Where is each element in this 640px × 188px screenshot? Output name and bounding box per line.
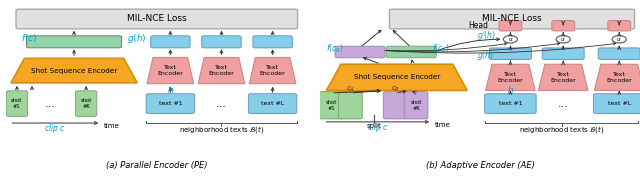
Polygon shape bbox=[198, 58, 244, 84]
Circle shape bbox=[612, 36, 626, 43]
Text: Text
Encoder: Text Encoder bbox=[550, 72, 576, 83]
Text: $g'(h)$: $g'(h)$ bbox=[477, 29, 496, 42]
Text: Text
Encoder: Text Encoder bbox=[260, 65, 285, 76]
FancyBboxPatch shape bbox=[339, 92, 362, 119]
Text: Shot Sequence Encoder: Shot Sequence Encoder bbox=[31, 68, 117, 74]
FancyBboxPatch shape bbox=[598, 48, 640, 59]
FancyBboxPatch shape bbox=[383, 92, 407, 119]
Text: time: time bbox=[104, 124, 120, 129]
Text: $c_A$: $c_A$ bbox=[346, 85, 355, 94]
FancyBboxPatch shape bbox=[404, 92, 428, 119]
FancyBboxPatch shape bbox=[387, 46, 436, 58]
Text: Shot Sequence Encoder: Shot Sequence Encoder bbox=[354, 74, 440, 80]
Polygon shape bbox=[538, 64, 588, 90]
Text: ...: ... bbox=[558, 99, 568, 109]
Text: $c_B$: $c_B$ bbox=[391, 85, 399, 94]
Text: text #1: text #1 bbox=[159, 101, 182, 106]
Text: shot
#K: shot #K bbox=[81, 98, 92, 109]
Polygon shape bbox=[147, 58, 194, 84]
Text: $\alpha$: $\alpha$ bbox=[616, 36, 622, 43]
Text: split: split bbox=[366, 123, 381, 129]
Text: (a) Parallel Encoder (PE): (a) Parallel Encoder (PE) bbox=[106, 161, 207, 170]
FancyBboxPatch shape bbox=[490, 48, 531, 59]
Text: time: time bbox=[435, 122, 451, 128]
Text: Text
Encoder: Text Encoder bbox=[497, 72, 524, 83]
FancyBboxPatch shape bbox=[248, 94, 297, 113]
Polygon shape bbox=[326, 64, 467, 90]
FancyBboxPatch shape bbox=[16, 9, 298, 29]
FancyBboxPatch shape bbox=[335, 46, 385, 58]
Text: $f(c_B)$: $f(c_B)$ bbox=[326, 42, 344, 55]
Text: $\alpha$: $\alpha$ bbox=[561, 36, 566, 43]
Text: Text
Encoder: Text Encoder bbox=[209, 65, 234, 76]
FancyBboxPatch shape bbox=[202, 36, 241, 48]
Text: neighborhood texts $\mathcal{B}(t)$: neighborhood texts $\mathcal{B}(t)$ bbox=[519, 124, 604, 135]
Text: $f(c_A)$: $f(c_A)$ bbox=[432, 42, 450, 55]
Text: text #1: text #1 bbox=[499, 101, 522, 106]
FancyBboxPatch shape bbox=[552, 21, 575, 31]
Text: MIL-NCE Loss: MIL-NCE Loss bbox=[482, 14, 542, 24]
FancyBboxPatch shape bbox=[593, 94, 640, 113]
FancyBboxPatch shape bbox=[253, 36, 292, 48]
Text: Text
Encoder: Text Encoder bbox=[606, 72, 632, 83]
Text: Text
Encoder: Text Encoder bbox=[157, 65, 183, 76]
Text: Head: Head bbox=[468, 21, 488, 30]
FancyBboxPatch shape bbox=[150, 36, 190, 48]
Polygon shape bbox=[250, 58, 296, 84]
Text: neighborhood texts $\mathcal{B}(t)$: neighborhood texts $\mathcal{B}(t)$ bbox=[179, 124, 264, 135]
Text: $g(h)$: $g(h)$ bbox=[477, 49, 494, 62]
Text: $g(h)$: $g(h)$ bbox=[127, 32, 147, 45]
FancyBboxPatch shape bbox=[389, 9, 634, 29]
Text: ...: ... bbox=[45, 99, 56, 109]
Polygon shape bbox=[11, 58, 137, 83]
Circle shape bbox=[556, 36, 570, 43]
Polygon shape bbox=[595, 64, 640, 90]
Text: shot
#1: shot #1 bbox=[326, 100, 337, 111]
Text: shot
#1: shot #1 bbox=[12, 98, 22, 109]
Text: $h$: $h$ bbox=[507, 84, 514, 95]
Circle shape bbox=[503, 36, 517, 43]
Text: $f(c)$: $f(c)$ bbox=[20, 33, 37, 44]
Text: ...: ... bbox=[216, 99, 227, 109]
Text: (b) Adaptive Encoder (AE): (b) Adaptive Encoder (AE) bbox=[426, 161, 534, 170]
Text: clip $c$: clip $c$ bbox=[44, 122, 65, 135]
FancyBboxPatch shape bbox=[542, 48, 584, 59]
FancyBboxPatch shape bbox=[26, 36, 122, 48]
Polygon shape bbox=[486, 64, 535, 90]
FancyBboxPatch shape bbox=[6, 91, 28, 116]
Text: clip $c$: clip $c$ bbox=[367, 121, 388, 134]
FancyBboxPatch shape bbox=[608, 21, 630, 31]
FancyBboxPatch shape bbox=[484, 94, 536, 113]
Text: $\alpha$: $\alpha$ bbox=[508, 36, 513, 43]
Text: $h$: $h$ bbox=[167, 84, 174, 95]
FancyBboxPatch shape bbox=[319, 92, 343, 119]
Text: text #L: text #L bbox=[261, 101, 284, 106]
Text: MIL-NCE Loss: MIL-NCE Loss bbox=[127, 14, 187, 24]
FancyBboxPatch shape bbox=[499, 21, 522, 31]
FancyBboxPatch shape bbox=[76, 91, 97, 116]
Text: shot
#K: shot #K bbox=[410, 100, 422, 111]
Text: text #L: text #L bbox=[607, 101, 631, 106]
FancyBboxPatch shape bbox=[146, 94, 195, 113]
